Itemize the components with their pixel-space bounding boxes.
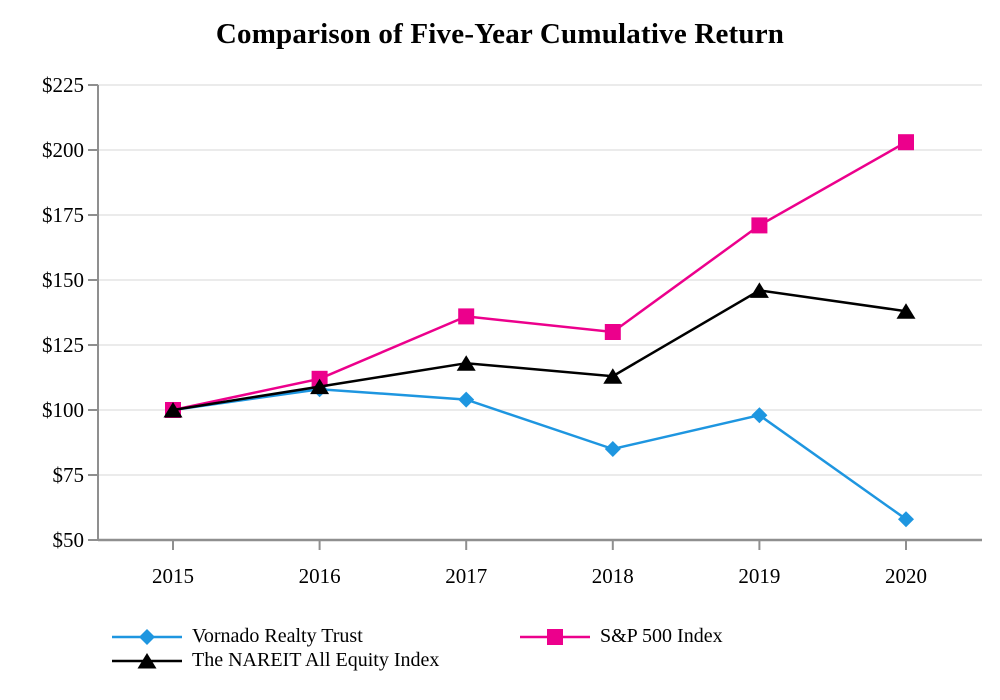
y-tick-label: $100 bbox=[42, 398, 84, 422]
legend-label-vornado: Vornado Realty Trust bbox=[192, 625, 363, 647]
triangle-marker-icon bbox=[749, 282, 769, 298]
square-marker-icon bbox=[547, 628, 563, 645]
y-tick-label: $150 bbox=[42, 268, 84, 292]
series-line-the-nareit-all-equity-index bbox=[172, 289, 907, 412]
chart-title: Comparison of Five-Year Cumulative Retur… bbox=[215, 18, 785, 50]
x-tick-label: 2015 bbox=[152, 564, 194, 588]
square-marker-icon bbox=[458, 308, 475, 325]
x-tick-label: 2019 bbox=[738, 564, 780, 588]
triangle-marker-icon bbox=[896, 303, 916, 319]
triangle-marker-icon bbox=[310, 378, 330, 395]
y-tick-labels: $50 $75 $100 $125 $150 $175 $200 $225 bbox=[42, 73, 98, 552]
triangle-marker-icon bbox=[163, 402, 183, 418]
y-tick-label: $225 bbox=[42, 73, 84, 97]
y-tick-label: $50 bbox=[53, 528, 85, 552]
triangle-marker-icon bbox=[137, 652, 157, 668]
series-the-nareit-all-equity-index bbox=[163, 282, 916, 418]
legend-item-sp500: S&P 500 Index bbox=[520, 624, 723, 649]
diamond-marker-icon bbox=[458, 391, 475, 408]
vornado-line-diamond-swatch-icon bbox=[112, 628, 182, 645]
square-marker-icon bbox=[604, 324, 621, 340]
legend-label-nareit: The NAREIT All Equity Index bbox=[192, 649, 440, 671]
square-marker-icon bbox=[898, 134, 914, 151]
x-tick-label: 2017 bbox=[445, 564, 487, 588]
square-marker-icon bbox=[751, 217, 768, 234]
y-tick-label: $75 bbox=[53, 463, 85, 487]
nareit-line-triangle-swatch-icon bbox=[112, 652, 182, 668]
series-line-s-p-500-index bbox=[172, 141, 907, 412]
diamond-marker-icon bbox=[898, 511, 914, 528]
legend-marker bbox=[547, 628, 563, 645]
diamond-marker-icon bbox=[139, 628, 155, 645]
gridlines bbox=[98, 84, 982, 476]
diamond-marker-icon bbox=[604, 441, 621, 457]
triangle-marker-icon bbox=[603, 368, 623, 384]
x-tick-label: 2018 bbox=[592, 564, 634, 588]
series-vornado-realty-trust bbox=[165, 381, 914, 528]
x-tick-label: 2020 bbox=[885, 564, 927, 588]
x-tick-labels: 2015 2016 2017 2018 2019 2020 bbox=[152, 540, 927, 588]
series-s-p-500-index bbox=[165, 134, 914, 418]
triangle-marker-icon bbox=[456, 355, 476, 371]
y-tick-label: $200 bbox=[42, 138, 84, 162]
legend-item-vornado: Vornado Realty Trust bbox=[112, 624, 363, 649]
diamond-marker-icon bbox=[751, 407, 768, 424]
series-line-vornado-realty-trust bbox=[172, 387, 907, 521]
y-tick-label: $125 bbox=[42, 333, 84, 357]
legend-marker bbox=[137, 652, 157, 668]
legend-marker bbox=[139, 628, 155, 645]
sp500-line-square-swatch-icon bbox=[520, 628, 590, 645]
legend-item-nareit: The NAREIT All Equity Index bbox=[112, 648, 439, 673]
y-tick-label: $175 bbox=[42, 203, 84, 227]
x-tick-label: 2016 bbox=[299, 564, 341, 588]
legend-label-sp500: S&P 500 Index bbox=[600, 625, 723, 647]
axes bbox=[97, 85, 982, 542]
